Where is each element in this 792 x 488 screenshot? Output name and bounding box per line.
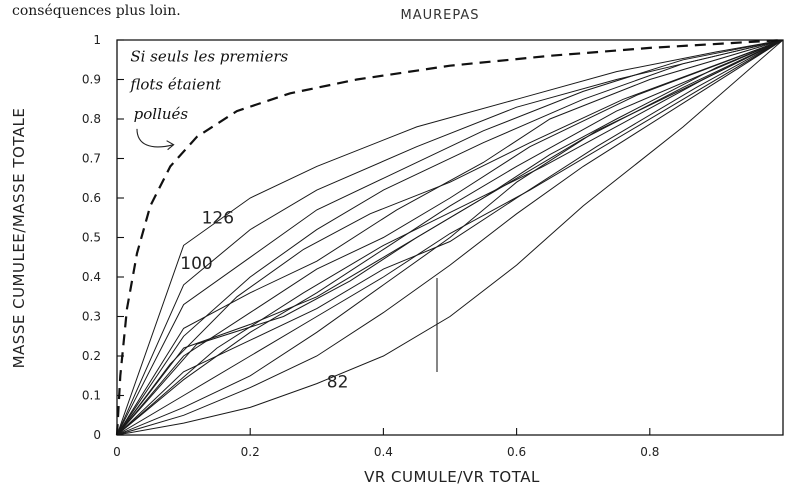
series-line-1 <box>116 39 784 436</box>
series-line-9 <box>116 39 784 436</box>
series-line-8 <box>116 39 784 436</box>
note-arrowhead <box>166 140 175 151</box>
chart-title: MAUREPAS <box>400 8 479 23</box>
y-tick-label: 0.6 <box>82 191 101 205</box>
y-tick-label: 0 <box>93 428 101 442</box>
plot-lines <box>115 38 784 436</box>
series-line-3 <box>116 39 784 436</box>
y-tick-label: 0.9 <box>82 73 101 87</box>
curve-label-82: 82 <box>327 373 349 393</box>
hypothetical-dashed-curve <box>115 38 784 436</box>
y-tick-label: 1 <box>93 33 101 47</box>
y-tick-label: 0.5 <box>82 231 101 245</box>
note-arrow <box>136 128 174 148</box>
curve-label-126: 126 <box>202 209 234 229</box>
x-tick-label: 0.2 <box>241 445 260 459</box>
series-line-16 <box>116 39 784 436</box>
y-tick-label: 0.1 <box>82 389 101 403</box>
series-line-10 <box>116 39 784 436</box>
annotations: Si seuls les premiers flots étaient pollué… <box>129 48 289 151</box>
page-text-fragment: conséquences plus loin. <box>12 3 181 19</box>
y-tick-label: 0.3 <box>82 310 101 324</box>
series-line-11 <box>116 39 784 436</box>
series-line-14 <box>116 39 784 436</box>
x-tick-label: 0.4 <box>374 445 393 459</box>
y-tick-label: 0.2 <box>82 349 101 363</box>
curve-labels: 126 100 82 <box>180 209 348 393</box>
series-line-4 <box>116 39 784 436</box>
x-tick-label: 0 <box>113 445 121 459</box>
y-tick-label: 0.7 <box>82 152 101 166</box>
series-line-15 <box>116 39 784 436</box>
y-axis-label: MASSE CUMULEE/MASSE TOTALE <box>10 108 28 369</box>
series-line-12 <box>116 39 784 436</box>
x-axis-label: VR CUMULE/VR TOTAL <box>364 468 540 486</box>
handwritten-note-line-1: Si seuls les premiers <box>130 48 288 66</box>
handwritten-note-line-3: pollués <box>134 105 189 123</box>
handwritten-note-line-2: flots étaient <box>129 75 222 93</box>
plot-frame <box>116 39 784 436</box>
axes: 0 0.2 0.4 0.6 0.8 0 0.1 0.2 0.3 0.4 0.5 0.6 0.7 0.8 0.… <box>82 33 784 459</box>
series-line-6 <box>116 39 784 436</box>
y-tick-label: 0.8 <box>82 112 101 126</box>
y-tick-label: 0.4 <box>82 270 101 284</box>
x-tick-label: 0.8 <box>640 445 659 459</box>
curve-label-100: 100 <box>180 254 212 274</box>
x-tick-label: 0.6 <box>507 445 526 459</box>
